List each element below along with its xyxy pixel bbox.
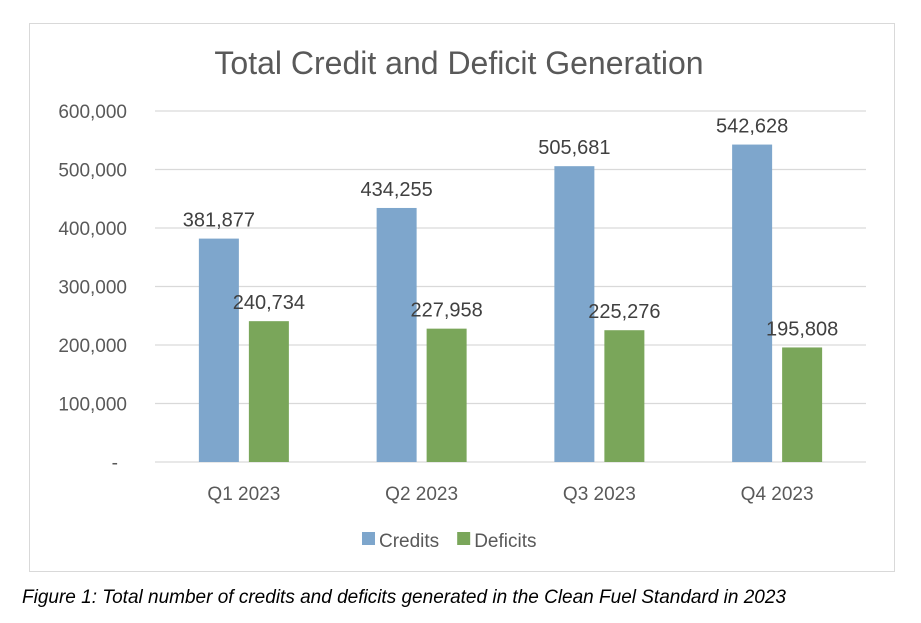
data-label: 505,681	[538, 137, 610, 159]
y-tick-label: 300,000	[58, 278, 127, 299]
x-tick-label: Q3 2023	[563, 484, 636, 505]
chart-frame	[29, 23, 895, 572]
x-tick-label: Q1 2023	[207, 484, 280, 505]
x-tick-label: Q2 2023	[385, 484, 458, 505]
y-tick-label: 600,000	[58, 102, 127, 123]
bar-credits	[732, 144, 773, 462]
x-tick-label: Q4 2023	[741, 484, 814, 505]
bar-deficits	[426, 328, 467, 462]
data-label: 542,628	[716, 116, 788, 138]
legend-label: Deficits	[474, 531, 536, 552]
y-tick-label: 100,000	[58, 395, 127, 416]
bar-credits	[376, 207, 417, 462]
bar-credits	[554, 166, 595, 462]
data-label: 227,958	[410, 300, 482, 322]
bar-deficits	[604, 330, 645, 462]
data-label: 434,255	[360, 179, 432, 201]
data-label: 240,734	[233, 292, 305, 314]
y-tick-label: -	[112, 453, 118, 474]
bar-credits	[198, 238, 239, 462]
bar-deficits	[782, 347, 823, 462]
legend-swatch-credits	[362, 532, 375, 545]
data-label: 381,877	[183, 210, 255, 232]
y-tick-label: 400,000	[58, 219, 127, 240]
data-label: 195,808	[766, 318, 838, 340]
bar-chart: Total Credit and Deficit Generation - 100,…	[58, 45, 866, 552]
bar-deficits	[248, 321, 289, 462]
legend-swatch-deficits	[457, 532, 471, 545]
chart-title: Total Credit and Deficit Generation	[214, 45, 703, 81]
data-label: 225,276	[588, 301, 660, 323]
figure-caption: Figure 1: Total number of credits and de…	[22, 587, 786, 608]
y-tick-label: 200,000	[58, 336, 127, 357]
legend-label: Credits	[379, 531, 439, 552]
y-tick-label: 500,000	[58, 161, 127, 182]
